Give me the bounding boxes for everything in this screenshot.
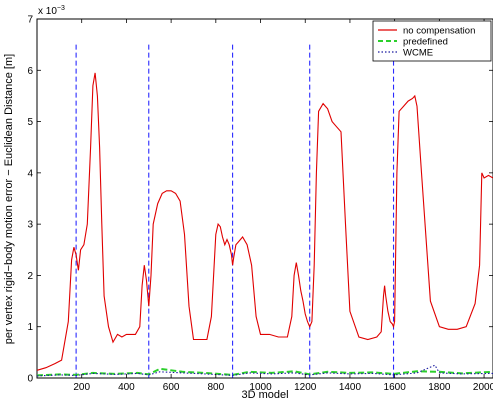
y-tick-label: 3 <box>27 220 33 231</box>
x-tick-label: 2000 <box>473 382 493 393</box>
x-tick-label: 1400 <box>339 382 362 393</box>
series-line-no-compensation <box>36 72 493 371</box>
x-tick-label: 1200 <box>294 382 317 393</box>
x-axis-label: 3D model <box>241 389 288 401</box>
y-tick-label: 7 <box>27 15 33 26</box>
plot-area <box>36 18 493 379</box>
y-tick-label: 5 <box>27 117 33 128</box>
x-tick-label: 1800 <box>428 382 451 393</box>
x-tick-label: 400 <box>118 382 135 393</box>
y-tick-label: 4 <box>27 168 33 179</box>
y-tick-label: 0 <box>27 374 33 385</box>
x-tick-label: 200 <box>73 382 90 393</box>
y-axis: 0 1 2 3 4 5 6 7 <box>27 15 493 385</box>
x-axis: 200 400 600 800 1000 1200 1400 1600 1800 2000 <box>73 19 493 393</box>
legend-label-1: no compensation <box>403 26 475 37</box>
y-exponent-label: x 10−3 <box>38 5 65 17</box>
legend-label-2: predefined <box>403 37 448 48</box>
x-tick-label: 1600 <box>384 382 407 393</box>
x-tick-label: 600 <box>163 382 180 393</box>
legend-label-3: WCME <box>403 48 433 59</box>
series-lines <box>36 72 493 377</box>
series-line-wcme <box>36 364 493 377</box>
x-tick-label: 1000 <box>249 382 272 393</box>
x-tick-label: 800 <box>207 382 224 393</box>
y-tick-label: 1 <box>27 322 33 333</box>
y-tick-label: 6 <box>27 66 33 77</box>
y-tick-label: 2 <box>27 271 33 282</box>
y-axis-label: per vertex rigid−body motion error − Euc… <box>3 54 15 344</box>
legend-box <box>372 20 492 62</box>
